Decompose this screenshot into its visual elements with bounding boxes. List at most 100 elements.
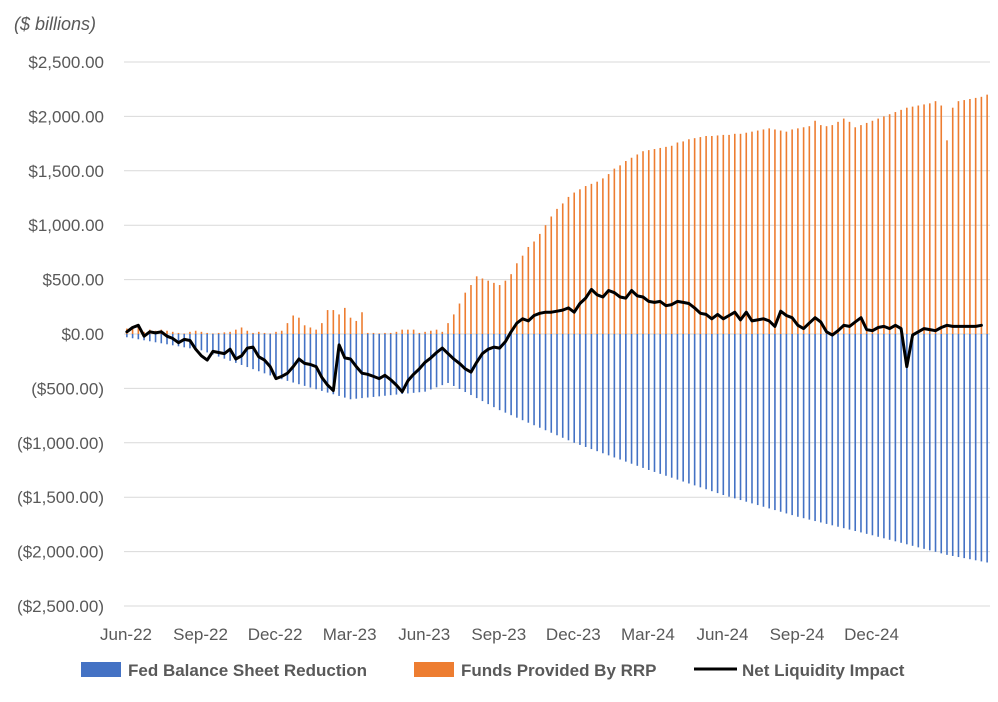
fed-bar: [980, 334, 983, 562]
rrp-bar: [676, 142, 679, 334]
fed-bar: [865, 334, 868, 534]
net-liquidity-impact-line-group: [125, 287, 983, 394]
rrp-bar: [785, 131, 788, 334]
fed-bar: [756, 334, 759, 506]
rrp-bar: [206, 332, 208, 334]
rrp-bar: [143, 331, 145, 334]
fed-bar: [607, 334, 610, 456]
rrp-bar: [275, 331, 277, 334]
rrp-bar: [378, 333, 381, 334]
rrp-bar: [246, 330, 249, 334]
fed-bar: [848, 334, 851, 530]
fed-bar: [957, 334, 960, 558]
fed-bar: [590, 334, 593, 450]
y-axis-ticks: $2,500.00 $2,000.00 $1,500.00 $1,000.00 $500…: [17, 53, 104, 616]
y-tick-label: $2,000.00: [28, 107, 104, 126]
net-liquidity-impact-line: [125, 287, 983, 394]
fed-bar: [739, 334, 742, 501]
rrp-bar: [974, 97, 977, 335]
fed-bar: [131, 334, 134, 339]
rrp-bar: [923, 104, 925, 334]
fed-bar: [797, 334, 799, 517]
rrp-bar: [447, 323, 449, 334]
fed-bar: [670, 334, 673, 478]
fed-bar: [286, 334, 289, 381]
rrp-bar: [871, 120, 874, 334]
fed-bar: [630, 334, 633, 464]
fed-bar: [579, 334, 581, 445]
fed-bar: [521, 334, 524, 421]
rrp-bar: [888, 114, 891, 334]
rrp-bar: [194, 330, 197, 334]
fed-bar: [315, 334, 317, 390]
fed-bar: [699, 334, 702, 488]
fed-bar: [894, 334, 897, 542]
rrp-bar: [470, 285, 472, 334]
rrp-bar: [688, 139, 690, 334]
rrp-bar: [131, 326, 134, 334]
fed-bar: [332, 334, 335, 395]
fed-bar: [917, 334, 920, 548]
rrp-bar: [344, 307, 346, 334]
legend: Fed Balance Sheet Reduction Funds Provid…: [81, 661, 905, 680]
rrp-bar: [711, 135, 713, 334]
rrp-bar: [820, 125, 822, 334]
rrp-bar: [252, 332, 254, 334]
rrp-bar: [430, 330, 432, 334]
legend-label-fed: Fed Balance Sheet Reduction: [128, 661, 367, 680]
rrp-bar: [825, 126, 828, 334]
fed-bar: [854, 334, 857, 532]
rrp-bar: [751, 131, 753, 334]
fed-bar: [240, 334, 243, 365]
fed-bar: [567, 334, 570, 441]
fed-bar: [344, 334, 346, 398]
rrp-bar: [596, 181, 598, 334]
fed-bar: [561, 334, 564, 438]
rrp-bar: [900, 109, 902, 334]
y-tick-label: $500.00: [43, 271, 104, 290]
fed-bar: [705, 334, 707, 490]
rrp-bar: [883, 116, 885, 335]
fed-bar: [923, 334, 925, 549]
rrp-bar: [263, 332, 266, 334]
fed-bar: [137, 334, 140, 340]
rrp-bar: [498, 285, 501, 334]
fed-bar: [688, 334, 690, 484]
rrp-bar: [946, 140, 948, 334]
rrp-bar: [544, 225, 547, 334]
rrp-bar: [940, 105, 943, 335]
rrp-bar: [625, 161, 627, 334]
rrp-bar: [269, 333, 272, 334]
rrp-bar: [280, 330, 283, 334]
rrp-bar: [349, 317, 352, 334]
fed-bar: [470, 334, 472, 396]
fed-bar: [619, 334, 621, 460]
x-tick-label: Dec-22: [248, 625, 303, 644]
rrp-bar: [894, 112, 897, 334]
fed-bar: [389, 334, 392, 396]
fed-bar: [762, 334, 765, 507]
rrp-bar: [487, 280, 489, 334]
rrp-bar: [911, 106, 914, 334]
fed-bar: [733, 334, 736, 499]
fed-bar: [263, 334, 266, 374]
fed-bar: [395, 334, 398, 395]
fed-bar: [384, 334, 386, 396]
fed-bar: [160, 334, 163, 344]
x-tick-label: Dec-23: [546, 625, 601, 644]
x-tick-label: Mar-23: [323, 625, 377, 644]
rrp-bar: [326, 310, 329, 334]
rrp-bar: [533, 241, 535, 334]
rrp-bar: [705, 135, 707, 334]
fed-bar: [820, 334, 822, 523]
rrp-bar: [395, 331, 398, 334]
rrp-bar: [756, 130, 759, 334]
fed-bar: [842, 334, 845, 529]
rrp-bar: [969, 98, 971, 334]
y-tick-label: ($1,500.00): [17, 488, 104, 507]
rrp-bar: [728, 134, 730, 334]
rrp-bar: [229, 331, 231, 334]
fed-bar: [963, 334, 965, 559]
fed-bar: [441, 334, 444, 386]
fed-bar: [435, 334, 438, 388]
